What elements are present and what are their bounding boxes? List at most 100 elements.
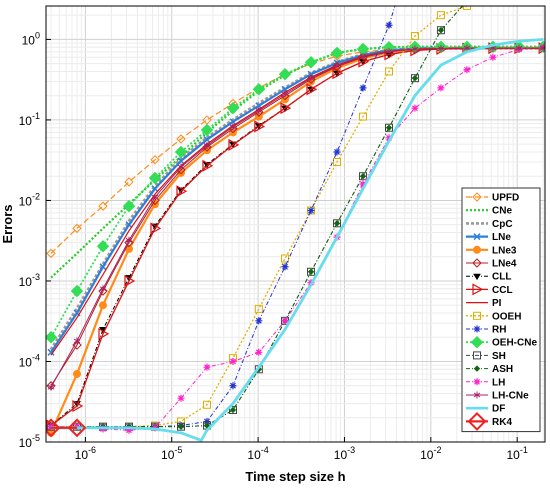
series-point-ccl [98,327,110,340]
series-point-ccl [124,274,136,287]
series-point-oeh-cne [122,199,136,213]
series-point-lh-cne [539,44,545,52]
series-point-oeh-cne [304,56,318,69]
series-point-lh [255,348,263,356]
series-point-lh [203,363,211,371]
series-point-ooeh [410,32,419,41]
series-point-ooeh [359,112,368,121]
series-point-ccl [306,83,318,96]
grid [46,6,545,443]
series-point-sh [359,172,368,181]
series-point-lh-cne [99,285,107,293]
legend-marker-lh-cne [473,391,481,399]
series-point-lne4 [98,286,108,296]
y-tick-label: 10-1 [19,111,40,128]
series-point-oeh-cne [226,101,240,115]
series-point-sh [333,219,342,228]
series-lh-cne [47,44,545,391]
legend-marker-lh [473,378,481,386]
legend-label-cpc: CpC [492,219,513,230]
legend-label-lne3: LNe3 [492,245,517,256]
legend-item-lh-cne: LH-CNe [466,391,529,402]
series-point-lh [229,357,237,365]
legend-label-cne: CNe [492,206,512,217]
series-point-lne [151,185,159,193]
legend-label-df: DF [492,404,505,415]
legend-marker-ooeh [473,311,481,320]
series-point-sh [385,123,394,132]
series-point-lne3 [73,369,82,378]
legend-marker-rh [473,325,481,333]
series-point-ash [437,27,445,34]
series-point-lne4 [72,340,82,350]
series-point-lh-cne [151,193,159,201]
series-point-sh [307,267,316,276]
series-point-lh-cne [515,44,523,52]
legend-label-sh: SH [492,351,506,362]
series-point-sh [436,26,445,35]
series-point-oeh-cne [252,83,266,96]
series-point-lne [203,136,211,144]
tick-labels: 10-6 10-5 10-4 10-3 10-2 10-1 10-5 10-4 10-3 10-2… [19,30,528,462]
series-point-ooeh [202,400,211,409]
series-line-lh [51,46,544,431]
series-line-lh-cne [50,47,544,388]
series-point-ooeh [254,304,263,313]
x-tick-label: 10-1 [506,445,527,462]
legend-item-ccl: CCL [466,283,513,296]
series-point-oeh-cne [278,67,292,81]
legend-label-lne4: LNe4 [492,259,517,270]
series-point-lne4 [306,74,316,84]
series-point-ash [307,268,315,275]
legend-item-upfd: UPFD [466,192,519,204]
legend-label-lh-cne: LH-CNe [492,391,529,402]
legend-item-cll: CLL [466,272,511,283]
legend-label-oeh-cne: OEH-CNe [492,338,537,349]
series-point-ooeh [333,158,342,167]
legend-label-lh: LH [492,377,505,388]
series-point-oeh-cne [70,284,84,298]
series-point-lh-cne [47,383,55,391]
series-point-ash [333,220,341,227]
series-line-df [51,38,544,442]
legend-item-cpc: CpC [466,219,513,230]
series-point-oeh-cne [330,46,344,60]
y-tick-label: 10-5 [19,433,40,450]
series-df [51,38,544,442]
series-point-lh [489,53,497,61]
series-point-rh [385,21,393,29]
series-point-lne3 [99,301,108,310]
legend-label-rk4: RK4 [492,417,512,428]
legend-marker-ash [473,365,481,372]
series-point-rh [333,148,341,156]
legend-marker-lne4 [472,258,482,268]
series-point-upfd [124,177,134,187]
series-point-lh-cne [125,236,133,244]
series-point-ccl [72,399,84,413]
series-point-ash [203,422,211,429]
legend-item-df: DF [466,404,505,415]
series-point-rh [229,382,237,390]
series-point-lne [47,348,55,356]
series-point-ash [359,173,367,180]
legend-marker-upfd [472,192,482,202]
legend-marker-cll [473,273,481,281]
series-point-ash [385,124,393,131]
series-point-sh [228,405,237,414]
legend-item-oeh-cne: OEH-CNe [466,335,537,349]
x-tick-label: 10-6 [75,445,96,462]
series-point-lh [359,180,367,188]
plot-frame [45,5,546,443]
series-point-lh-cne [359,53,367,61]
legend-marker-rk4 [467,411,487,431]
series-point-oeh-cne [46,331,58,344]
series-point-lh-cne [333,62,341,70]
legend-item-rh: RH [466,325,506,336]
series-point-sh [410,74,419,83]
legend-marker-oeh-cne [470,335,484,349]
series-point-rk4 [67,418,87,438]
series-point-oeh-cne [174,145,188,159]
series-point-lh-cne [437,45,445,53]
legend-item-ooeh: OOEH [466,311,521,322]
